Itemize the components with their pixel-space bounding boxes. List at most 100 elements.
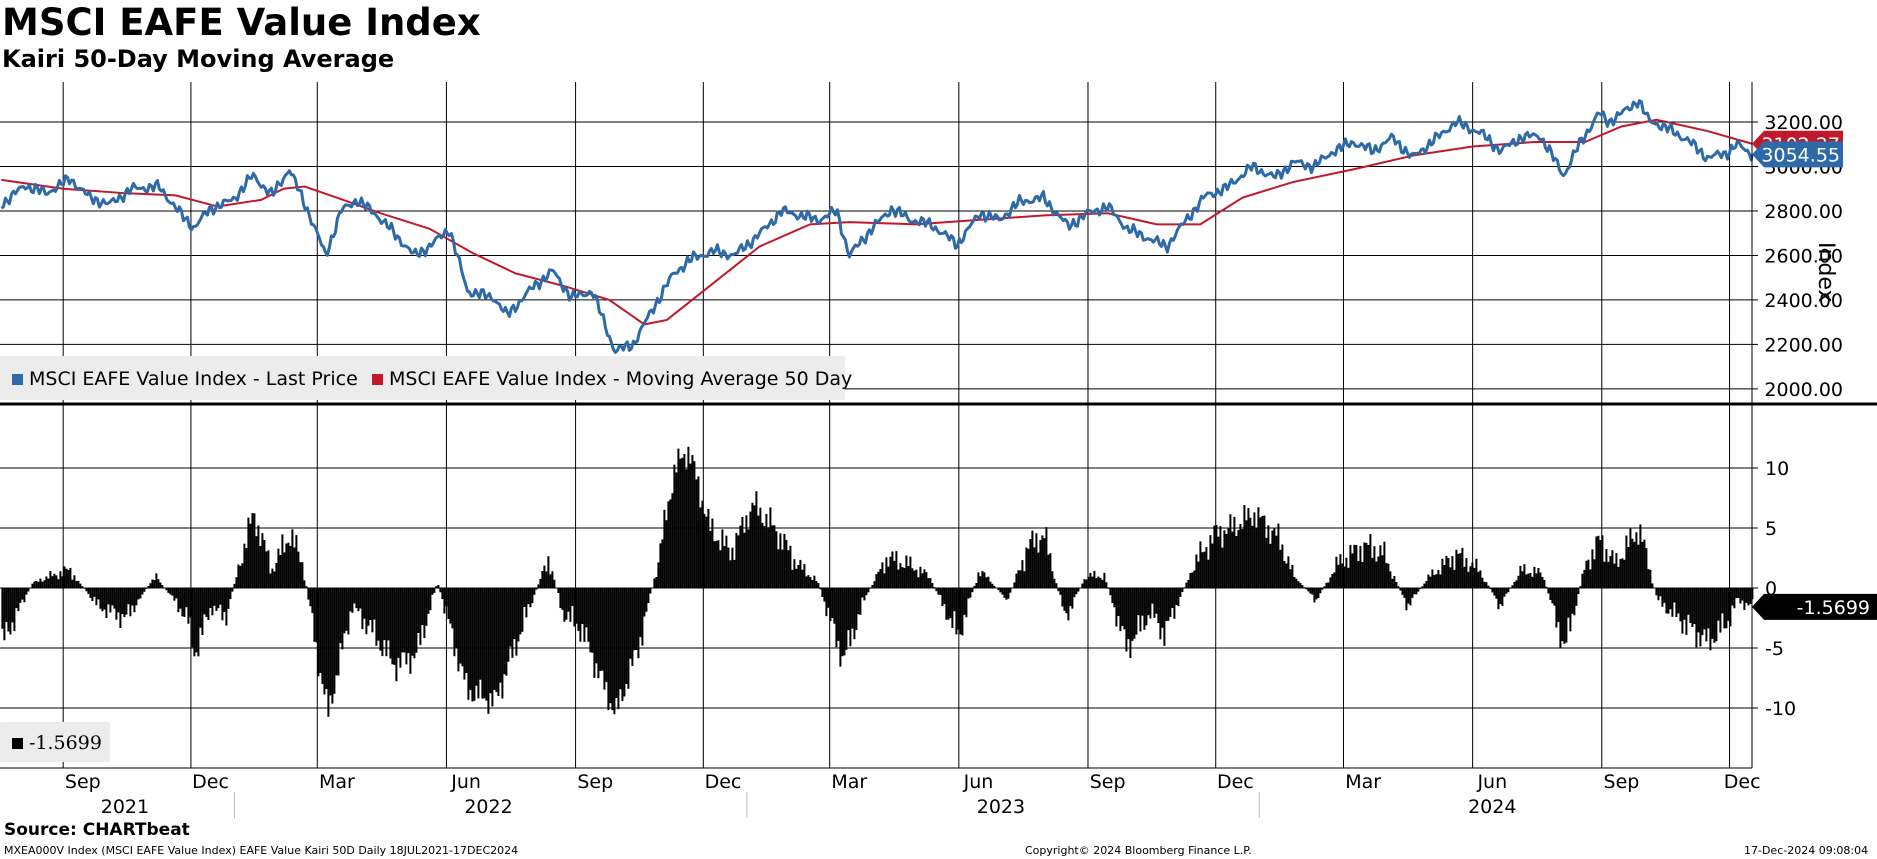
- kairi-bar: [1725, 588, 1728, 629]
- kairi-bar: [1689, 588, 1692, 623]
- kairi-bar: [1119, 588, 1122, 632]
- kairi-bar: [1369, 534, 1372, 588]
- kairi-bar: [1583, 569, 1586, 588]
- kairi-bar: [667, 501, 670, 588]
- kairi-bar: [849, 588, 852, 647]
- kairi-bar: [27, 588, 30, 592]
- kairi-bar: [573, 588, 576, 627]
- kairi-bar: [1305, 588, 1308, 590]
- kairi-bar: [881, 562, 884, 588]
- kairi-bar: [1127, 588, 1130, 640]
- kairi-bar: [1749, 588, 1752, 605]
- kairi-bar: [743, 532, 746, 588]
- kairi-bar: [239, 565, 242, 588]
- kairi-bar: [955, 588, 958, 635]
- kairi-bar: [23, 588, 26, 603]
- kairi-bar: [1499, 588, 1502, 605]
- kairi-bar: [1235, 536, 1238, 588]
- kairi-tick-label: 5: [1765, 518, 1777, 540]
- kairi-bar: [183, 588, 186, 617]
- kairi-bar: [795, 568, 798, 588]
- kairi-bar: [423, 588, 426, 639]
- kairi-bar: [1509, 588, 1512, 589]
- kairi-bar: [1339, 554, 1342, 588]
- kairi-bar: [403, 588, 406, 653]
- kairi-bar: [13, 588, 16, 632]
- kairi-bar: [1209, 535, 1212, 588]
- kairi-bar: [471, 588, 474, 702]
- kairi-bar: [165, 588, 168, 591]
- kairi-bar: [1431, 569, 1434, 588]
- kairi-bar: [1273, 528, 1276, 588]
- kairi-bar: [41, 581, 44, 588]
- last-kairi-tag: [1752, 593, 1877, 620]
- kairi-bar: [1651, 583, 1654, 588]
- kairi-bar: [757, 515, 760, 588]
- kairi-bar: [1455, 549, 1458, 588]
- kairi-bar: [703, 513, 706, 588]
- kairi-bar: [1301, 585, 1304, 588]
- kairi-bar: [159, 582, 162, 588]
- kairi-bar: [1199, 541, 1202, 588]
- x-tick-year-label: 2023: [977, 796, 1025, 818]
- x-tick-year-label: 2021: [101, 796, 149, 818]
- kairi-bar: [1453, 569, 1456, 588]
- kairi-bar: [1533, 566, 1536, 588]
- kairi-bar: [775, 531, 778, 588]
- legend-swatch-last-price: [12, 373, 23, 385]
- kairi-bar: [1043, 538, 1046, 588]
- kairi-bar: [419, 588, 422, 645]
- kairi-bar: [1289, 569, 1292, 588]
- kairi-bar: [871, 585, 874, 588]
- kairi-bar: [1381, 555, 1384, 588]
- kairi-bar: [655, 577, 658, 588]
- kairi-bar: [1517, 575, 1520, 588]
- kairi-bar: [157, 579, 160, 588]
- kairi-bar: [1637, 544, 1640, 588]
- kairi-bar: [299, 562, 302, 588]
- kairi-bar: [445, 588, 448, 607]
- kairi-bar: [1133, 588, 1136, 639]
- kairi-bar: [247, 517, 250, 588]
- legend-label-last-price: MSCI EAFE Value Index - Last Price: [29, 368, 358, 390]
- kairi-bar: [361, 588, 364, 630]
- kairi-bar: [1191, 572, 1194, 588]
- kairi-bar: [663, 509, 666, 588]
- kairi-bar: [307, 588, 310, 600]
- kairi-bar: [1279, 549, 1282, 588]
- kairi-bar: [261, 533, 264, 588]
- kairi-bar: [1353, 544, 1356, 588]
- kairi-bar: [1571, 588, 1574, 614]
- kairi-bar: [413, 588, 416, 659]
- kairi-bar: [789, 545, 792, 588]
- footer-copyright: Copyright© 2024 Bloomberg Finance L.P.: [1025, 844, 1252, 857]
- kairi-bar: [1505, 588, 1508, 594]
- kairi-bar: [957, 588, 960, 630]
- kairi-bar: [21, 588, 24, 600]
- legend-item-kairi[interactable]: -1.5699: [12, 732, 102, 754]
- kairi-bar: [135, 588, 138, 606]
- kairi-bar: [1261, 515, 1264, 588]
- kairi-bar: [1313, 588, 1316, 603]
- kairi-bar: [711, 518, 714, 588]
- kairi-bar: [1025, 547, 1028, 588]
- kairi-bar: [1527, 573, 1530, 588]
- kairi-bar: [963, 588, 966, 615]
- legend-item-last-price[interactable]: MSCI EAFE Value Index - Last Price: [12, 368, 358, 390]
- legend-item-moving-average[interactable]: MSCI EAFE Value Index - Moving Average 5…: [372, 368, 852, 390]
- kairi-bar: [97, 588, 100, 600]
- kairi-bar: [1727, 588, 1730, 621]
- kairi-bar: [633, 588, 636, 651]
- kairi-bar: [769, 507, 772, 588]
- kairi-bar: [1479, 570, 1482, 588]
- kairi-bar: [475, 588, 478, 686]
- kairi-bar: [1239, 524, 1242, 588]
- kairi-bar: [621, 588, 624, 702]
- kairi-bar: [847, 588, 850, 631]
- kairi-bar: [793, 559, 796, 588]
- kairi-bar: [371, 588, 374, 633]
- kairi-bar: [481, 588, 484, 699]
- kairi-bar: [217, 588, 220, 609]
- kairi-bar: [1357, 561, 1360, 588]
- kairi-bar: [1595, 536, 1598, 588]
